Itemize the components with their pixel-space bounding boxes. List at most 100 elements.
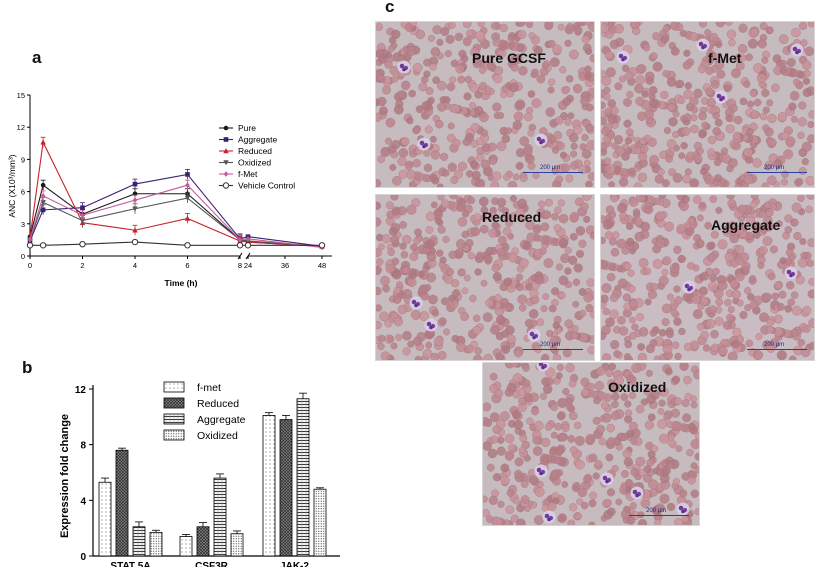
y-tick-label: 9 <box>21 155 25 164</box>
red-blood-cell <box>503 173 511 181</box>
red-blood-cell <box>571 324 579 333</box>
red-blood-cell <box>766 319 774 327</box>
red-blood-cell <box>583 292 594 303</box>
red-blood-cell <box>669 263 680 274</box>
red-blood-cell <box>710 343 720 352</box>
red-blood-cell <box>506 334 516 344</box>
red-blood-cell <box>680 141 688 150</box>
red-blood-cell <box>678 152 686 160</box>
neutrophil-nucleus <box>716 93 722 99</box>
red-blood-cell <box>643 465 652 474</box>
red-blood-cell <box>398 148 409 158</box>
red-blood-cell <box>585 103 594 112</box>
red-blood-cell <box>536 74 546 84</box>
red-blood-cell <box>797 131 805 140</box>
red-blood-cell <box>654 519 662 525</box>
red-blood-cell <box>801 141 812 152</box>
red-blood-cell <box>564 246 572 255</box>
red-blood-cell <box>443 96 451 104</box>
red-blood-cell <box>440 199 450 209</box>
data-point <box>79 240 86 248</box>
red-blood-cell <box>659 29 667 37</box>
y-tick-label: 0 <box>80 552 86 563</box>
red-blood-cell <box>767 272 776 281</box>
red-blood-cell <box>605 368 614 377</box>
red-blood-cell <box>582 43 592 53</box>
red-blood-cell <box>713 159 722 167</box>
red-blood-cell <box>785 281 795 290</box>
red-blood-cell <box>658 328 667 337</box>
red-blood-cell <box>588 499 597 508</box>
red-blood-cell <box>601 282 612 293</box>
red-blood-cell <box>518 66 528 76</box>
red-blood-cell <box>712 127 721 136</box>
red-blood-cell <box>427 34 435 42</box>
micrograph-cells <box>376 195 594 360</box>
red-blood-cell <box>571 332 579 340</box>
red-blood-cell <box>572 300 580 308</box>
neutrophil-nucleus <box>789 273 793 278</box>
red-blood-cell <box>776 350 787 360</box>
red-blood-cell <box>408 89 417 98</box>
red-blood-cell <box>552 497 560 505</box>
red-blood-cell <box>429 135 437 143</box>
red-blood-cell <box>480 159 491 170</box>
micrograph-reduced: Reduced 200 μm <box>375 194 595 361</box>
red-blood-cell <box>559 66 567 74</box>
red-blood-cell <box>400 137 410 146</box>
red-blood-cell <box>385 201 394 210</box>
red-blood-cell <box>731 340 740 349</box>
red-blood-cell <box>649 339 658 347</box>
red-blood-cell <box>515 162 524 170</box>
red-blood-cell <box>424 125 433 134</box>
red-blood-cell <box>413 237 421 245</box>
red-blood-cell <box>663 413 672 421</box>
red-blood-cell <box>777 111 788 122</box>
red-blood-cell <box>555 116 564 125</box>
red-blood-cell <box>415 29 425 40</box>
red-blood-cell <box>554 422 563 431</box>
red-blood-cell <box>592 472 600 480</box>
red-blood-cell <box>601 236 606 245</box>
red-blood-cell <box>529 288 539 298</box>
red-blood-cell <box>542 293 550 301</box>
red-blood-cell <box>728 39 736 47</box>
red-blood-cell <box>467 196 476 205</box>
red-blood-cell <box>728 158 738 168</box>
red-blood-cell <box>454 32 464 42</box>
red-blood-cell <box>808 110 814 119</box>
red-blood-cell <box>376 267 382 276</box>
red-blood-cell <box>406 204 417 215</box>
red-blood-cell <box>483 402 492 412</box>
red-blood-cell <box>743 147 753 158</box>
red-blood-cell <box>543 258 554 268</box>
red-blood-cell <box>526 417 534 425</box>
red-blood-cell <box>436 249 444 257</box>
red-blood-cell <box>528 32 536 40</box>
micrograph-aggregate: Aggregate 200 μm <box>600 194 815 361</box>
red-blood-cell <box>581 133 589 142</box>
red-blood-cell <box>540 222 550 232</box>
red-blood-cell <box>686 448 694 457</box>
red-blood-cell <box>479 224 489 234</box>
red-blood-cell <box>636 195 646 203</box>
red-blood-cell <box>568 255 578 265</box>
legend-label: f-Met <box>238 169 258 179</box>
red-blood-cell <box>425 226 434 234</box>
red-blood-cell <box>478 66 486 74</box>
red-blood-cell <box>683 221 692 230</box>
red-blood-cell <box>675 79 685 89</box>
neutrophil-nucleus <box>786 269 792 275</box>
red-blood-cell <box>437 195 445 201</box>
red-blood-cell <box>786 58 796 68</box>
red-blood-cell <box>514 349 523 358</box>
red-blood-cell <box>534 274 545 285</box>
red-blood-cell <box>492 102 502 112</box>
red-blood-cell <box>807 121 814 128</box>
x-tick-label: 0 <box>28 261 32 270</box>
red-blood-cell <box>687 476 696 485</box>
red-blood-cell <box>681 472 691 481</box>
red-blood-cell <box>651 445 659 453</box>
red-blood-cell <box>621 64 630 72</box>
red-blood-cell <box>750 195 759 200</box>
